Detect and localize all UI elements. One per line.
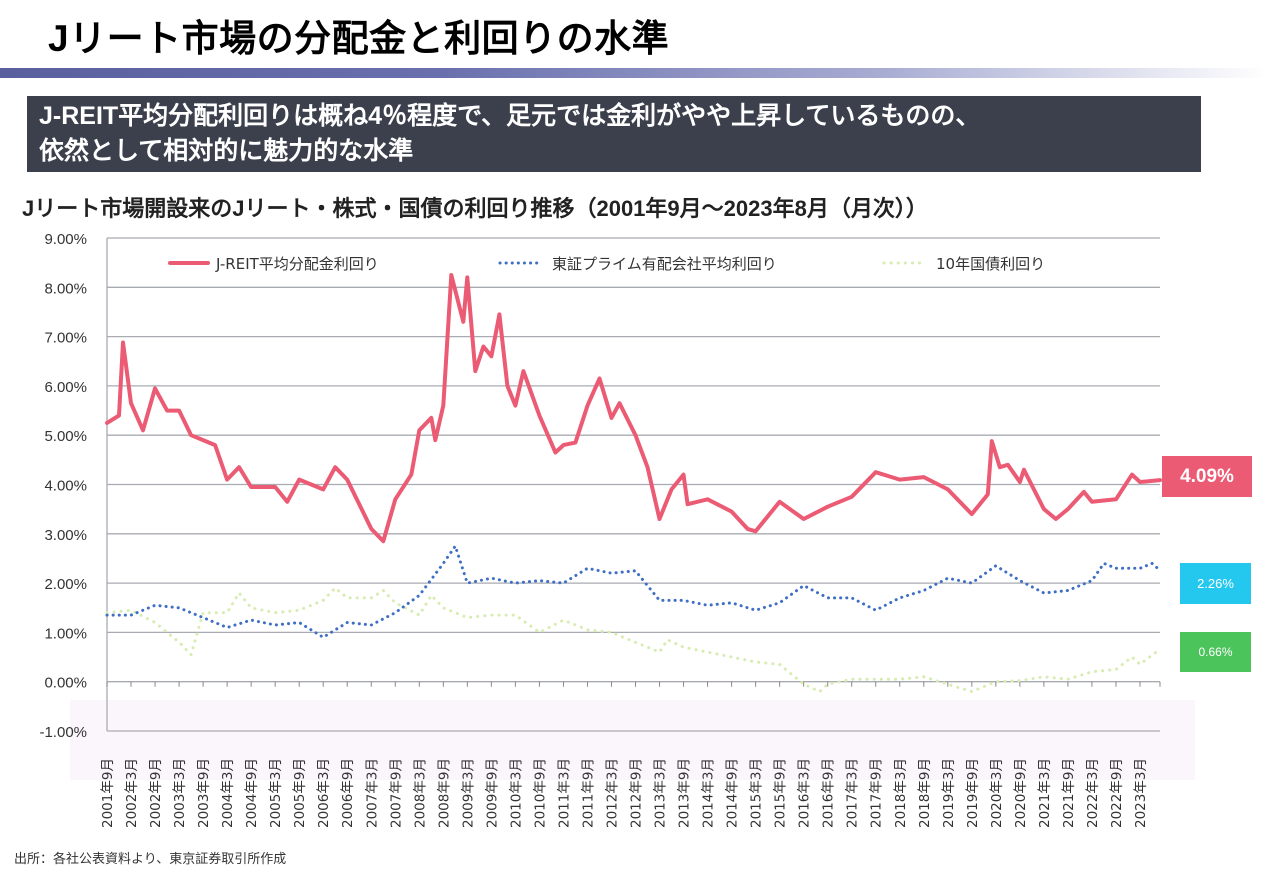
y-tick-label: 9.00% — [44, 231, 87, 248]
x-tick-label: 2017年3月 — [845, 758, 861, 828]
x-tick-label: 2018年9月 — [917, 758, 933, 828]
x-tick-label: 2012年9月 — [629, 758, 645, 828]
x-tick-label: 2018年3月 — [893, 758, 909, 828]
title-divider — [0, 68, 1268, 78]
x-tick-label: 2002年3月 — [124, 758, 140, 828]
x-tick-label: 2022年3月 — [1085, 758, 1101, 828]
summary-line-1: J-REIT平均分配利回りは概ね4％程度で、足元では金利がやや上昇しているものの… — [39, 102, 981, 130]
legend-label-2: 10年国債利回り — [936, 255, 1045, 273]
x-tick-label: 2022年9月 — [1109, 758, 1125, 828]
y-tick-label: 2.00% — [44, 576, 87, 593]
x-tick-label: 2021年3月 — [1037, 758, 1053, 828]
x-tick-label: 2010年3月 — [508, 758, 524, 828]
x-tick-label: 2011年9月 — [580, 758, 596, 828]
x-tick-label: 2008年9月 — [436, 758, 452, 828]
x-tick-label: 2001年9月 — [100, 758, 116, 828]
x-tick-label: 2020年9月 — [1013, 758, 1029, 828]
x-tick-label: 2004年3月 — [220, 758, 236, 828]
x-tick-label: 2023年3月 — [1133, 758, 1149, 828]
x-tick-label: 2015年3月 — [749, 758, 765, 828]
x-tick-label: 2009年3月 — [460, 758, 476, 828]
y-tick-label: 0.00% — [44, 675, 87, 692]
x-tick-label: 2016年9月 — [821, 758, 837, 828]
x-tick-label: 2016年3月 — [797, 758, 813, 828]
y-tick-label: 1.00% — [44, 625, 87, 642]
x-tick-label: 2003年9月 — [196, 758, 212, 828]
x-tick-label: 2013年3月 — [653, 758, 669, 828]
x-tick-label: 2019年3月 — [941, 758, 957, 828]
jreit-latest-label: 4.09% — [1162, 456, 1252, 497]
x-tick-label: 2009年9月 — [484, 758, 500, 828]
y-tick-label: 8.00% — [44, 280, 87, 297]
series-line-1 — [105, 544, 1162, 639]
x-tick-label: 2017年9月 — [869, 758, 885, 828]
y-tick-label: 7.00% — [44, 330, 87, 347]
y-tick-label: -1.00% — [39, 724, 87, 741]
stock-latest-label: 2.26% — [1180, 563, 1251, 604]
x-tick-label: 2002年9月 — [148, 758, 164, 828]
y-tick-label: 6.00% — [44, 379, 87, 396]
x-tick-label: 2015年9月 — [773, 758, 789, 828]
x-tick-label: 2012年3月 — [604, 758, 620, 828]
legend-label-1: 東証プライム有配会社平均利回り — [552, 255, 777, 273]
x-tick-label: 2008年3月 — [412, 758, 428, 828]
x-tick-label: 2010年9月 — [532, 758, 548, 828]
x-tick-label: 2020年3月 — [989, 758, 1005, 828]
x-tick-label: 2021年9月 — [1061, 758, 1077, 828]
x-tick-label: 2019年9月 — [965, 758, 981, 828]
chart-title: Jリート市場開設来のJリート・株式・国債の利回り推移（2001年9月～2023年… — [22, 196, 928, 221]
summary-line-2: 依然として相対的に魅力的な水準 — [39, 137, 414, 165]
x-tick-label: 2007年9月 — [388, 758, 404, 828]
legend-label-0: J-REIT平均分配金利回り — [215, 255, 379, 273]
x-tick-label: 2005年9月 — [292, 758, 308, 828]
x-tick-label: 2014年3月 — [701, 758, 717, 828]
series-line-0 — [105, 273, 1162, 544]
background-band — [70, 700, 1195, 780]
x-tick-label: 2005年3月 — [268, 758, 284, 828]
series-line-2 — [105, 586, 1162, 694]
x-tick-label: 2006年9月 — [340, 758, 356, 828]
x-tick-label: 2003年3月 — [172, 758, 188, 828]
x-tick-label: 2011年3月 — [556, 758, 572, 828]
x-tick-label: 2013年9月 — [677, 758, 693, 828]
y-tick-label: 5.00% — [44, 428, 87, 445]
x-tick-label: 2006年3月 — [316, 758, 332, 828]
x-tick-label: 2007年3月 — [364, 758, 380, 828]
x-tick-label: 2004年9月 — [244, 758, 260, 828]
y-tick-label: 3.00% — [44, 527, 87, 544]
source-note: 出所：各社公表資料より、東京証券取引所作成 — [14, 851, 287, 866]
summary-banner: J-REIT平均分配利回りは概ね4％程度で、足元では金利がやや上昇しているものの… — [27, 96, 1201, 172]
slide-title: Jリート市場の分配金と利回りの水準 — [48, 18, 670, 59]
y-tick-label: 4.00% — [44, 478, 87, 495]
x-tick-label: 2014年9月 — [725, 758, 741, 828]
jgb-latest-label: 0.66% — [1180, 632, 1251, 672]
